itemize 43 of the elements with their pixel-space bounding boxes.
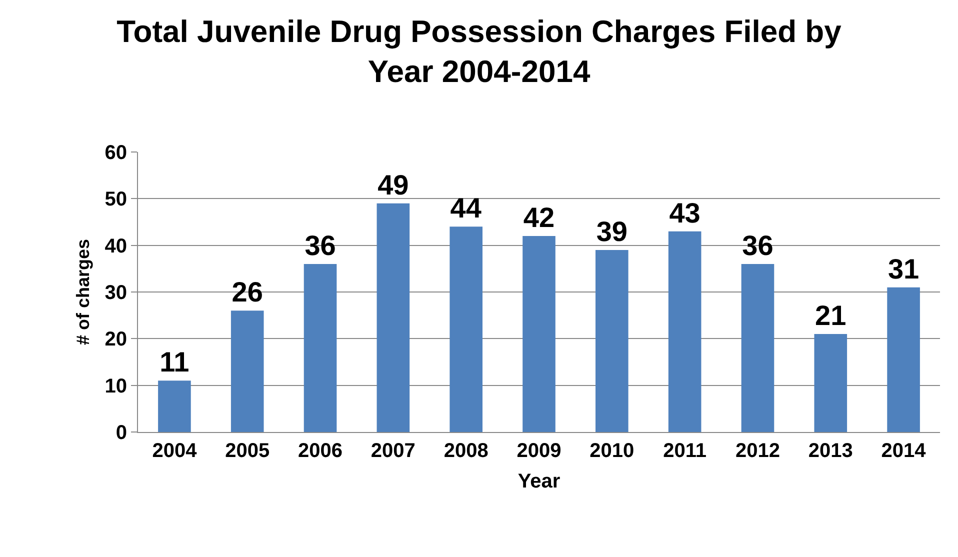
x-tick-label: 2011: [663, 440, 707, 462]
y-tick-label: 40: [104, 235, 127, 258]
data-label: 31: [888, 253, 920, 284]
y-axis-title: # of charges: [72, 238, 93, 346]
data-label: 43: [669, 197, 700, 228]
x-tick-label: 2012: [735, 440, 780, 462]
x-tick-label: 2007: [370, 440, 416, 462]
data-label: 36: [304, 230, 336, 261]
bar: [522, 236, 556, 432]
x-tick-label: 2013: [808, 440, 853, 462]
bar: [887, 287, 920, 432]
data-label: 49: [378, 169, 409, 200]
bar: [304, 264, 337, 432]
data-label: 36: [742, 230, 774, 261]
y-tick-label: 20: [104, 328, 127, 351]
bar: [158, 380, 191, 432]
x-tick-label: 2005: [225, 440, 270, 462]
x-tick-label: 2014: [881, 440, 927, 462]
x-axis-title: Year: [518, 470, 560, 492]
x-tick-label: 2009: [516, 440, 562, 462]
x-tick-label: 2006: [298, 440, 343, 462]
y-tick-label: 50: [104, 188, 127, 211]
bar: [741, 264, 774, 432]
bar: [668, 231, 702, 432]
x-tick-label: 2004: [152, 440, 198, 462]
bar: [814, 334, 848, 432]
y-tick-label: 60: [104, 142, 127, 164]
data-label: 39: [596, 216, 628, 247]
chart-title: Total Juvenile Drug Possession Charges Filed by Year 2004-2014: [116, 14, 842, 90]
y-tick-label: 30: [104, 282, 127, 304]
data-label: 44: [450, 192, 482, 224]
data-label: 26: [232, 276, 263, 308]
data-label: 21: [815, 300, 846, 331]
data-label: 42: [523, 202, 555, 233]
bar: [596, 250, 628, 432]
y-tick-label: 0: [116, 422, 127, 444]
x-tick-label: 2010: [590, 440, 634, 462]
bar: [230, 310, 264, 432]
bar: [376, 203, 410, 432]
x-tick-label: 2008: [444, 440, 488, 462]
bar: [450, 226, 482, 432]
y-tick-label: 10: [104, 375, 127, 398]
data-label: 11: [160, 346, 190, 378]
